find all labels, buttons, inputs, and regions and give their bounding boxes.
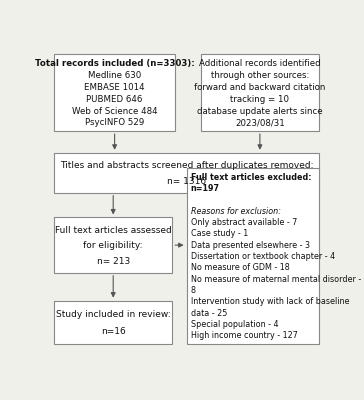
Text: 8: 8 <box>191 286 196 295</box>
Text: No measure of maternal mental disorder -: No measure of maternal mental disorder - <box>191 275 361 284</box>
Text: Only abstract available - 7: Only abstract available - 7 <box>191 218 297 227</box>
Text: through other sources:: through other sources: <box>211 71 309 80</box>
Text: n= 1316: n= 1316 <box>167 177 206 186</box>
Text: EMBASE 1014: EMBASE 1014 <box>84 83 145 92</box>
Text: n= 213: n= 213 <box>96 257 130 266</box>
Text: Special population - 4: Special population - 4 <box>191 320 278 329</box>
FancyBboxPatch shape <box>54 153 319 193</box>
Text: Study included in review:: Study included in review: <box>56 310 170 319</box>
Text: Intervention study with lack of baseline: Intervention study with lack of baseline <box>191 297 349 306</box>
Text: No measure of GDM - 18: No measure of GDM - 18 <box>191 263 289 272</box>
FancyBboxPatch shape <box>54 300 173 344</box>
Text: High income country - 127: High income country - 127 <box>191 331 298 340</box>
Text: Web of Science 484: Web of Science 484 <box>72 106 157 116</box>
Text: Medline 630: Medline 630 <box>88 71 141 80</box>
FancyBboxPatch shape <box>54 54 175 131</box>
FancyBboxPatch shape <box>201 54 319 131</box>
Text: data - 25: data - 25 <box>191 308 227 318</box>
FancyBboxPatch shape <box>187 168 319 344</box>
Text: Data presented elsewhere - 3: Data presented elsewhere - 3 <box>191 241 310 250</box>
Text: database update alerts since: database update alerts since <box>197 106 323 116</box>
Text: 2023/08/31: 2023/08/31 <box>235 118 285 127</box>
Text: n=16: n=16 <box>101 327 126 336</box>
Text: Full text articles excluded:: Full text articles excluded: <box>191 173 311 182</box>
Text: Reasons for exclusion:: Reasons for exclusion: <box>191 207 281 216</box>
Text: Additional records identified: Additional records identified <box>199 59 321 68</box>
Text: Total records included (n=3303):: Total records included (n=3303): <box>35 59 194 68</box>
Text: PUBMED 646: PUBMED 646 <box>86 95 143 104</box>
Text: Dissertation or textbook chapter - 4: Dissertation or textbook chapter - 4 <box>191 252 335 261</box>
Text: forward and backward citation: forward and backward citation <box>194 83 325 92</box>
Text: n=197: n=197 <box>191 184 220 193</box>
FancyBboxPatch shape <box>54 218 173 273</box>
Text: Titles and abstracts screened after duplicates removed:: Titles and abstracts screened after dupl… <box>60 161 313 170</box>
Text: PsycINFO 529: PsycINFO 529 <box>85 118 144 127</box>
Text: for eligibility:: for eligibility: <box>83 242 143 250</box>
Text: Full text articles assessed: Full text articles assessed <box>55 226 171 234</box>
Text: tracking = 10: tracking = 10 <box>230 95 289 104</box>
Text: Case study - 1: Case study - 1 <box>191 229 248 238</box>
